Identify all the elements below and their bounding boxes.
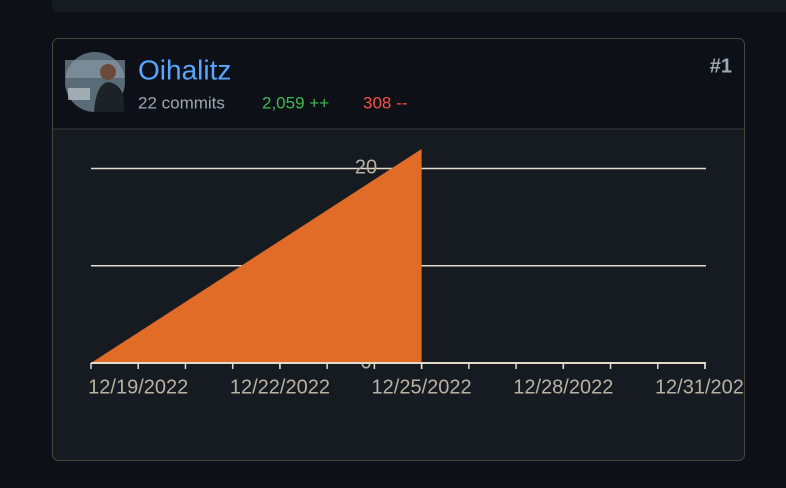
- card-header: [52, 38, 745, 129]
- chart: 0102012/19/202212/22/202212/25/202212/28…: [88, 149, 755, 398]
- area: [91, 149, 422, 363]
- avatar[interactable]: [65, 52, 125, 112]
- card-border: [52, 38, 745, 461]
- y-tick-label: 20: [355, 157, 377, 179]
- x-tick-label: 12/25/2022: [372, 376, 472, 398]
- x-tick-label: 12/28/2022: [513, 376, 613, 398]
- previous-card: [52, 0, 786, 12]
- user-name[interactable]: Oihalitz: [138, 54, 231, 85]
- commit-count[interactable]: 22 commits: [138, 93, 225, 112]
- x-tick-label: 12/31/2022: [655, 376, 755, 398]
- additions: 2,059 ++: [262, 93, 329, 112]
- contributor-card: Oihalitz 22 commits 2,059 ++ 308 -- #1 0…: [52, 38, 755, 461]
- x-tick-label: 12/19/2022: [88, 376, 188, 398]
- rank: #1: [710, 55, 732, 77]
- deletions: 308 --: [363, 93, 407, 112]
- x-tick-label: 12/22/2022: [230, 376, 330, 398]
